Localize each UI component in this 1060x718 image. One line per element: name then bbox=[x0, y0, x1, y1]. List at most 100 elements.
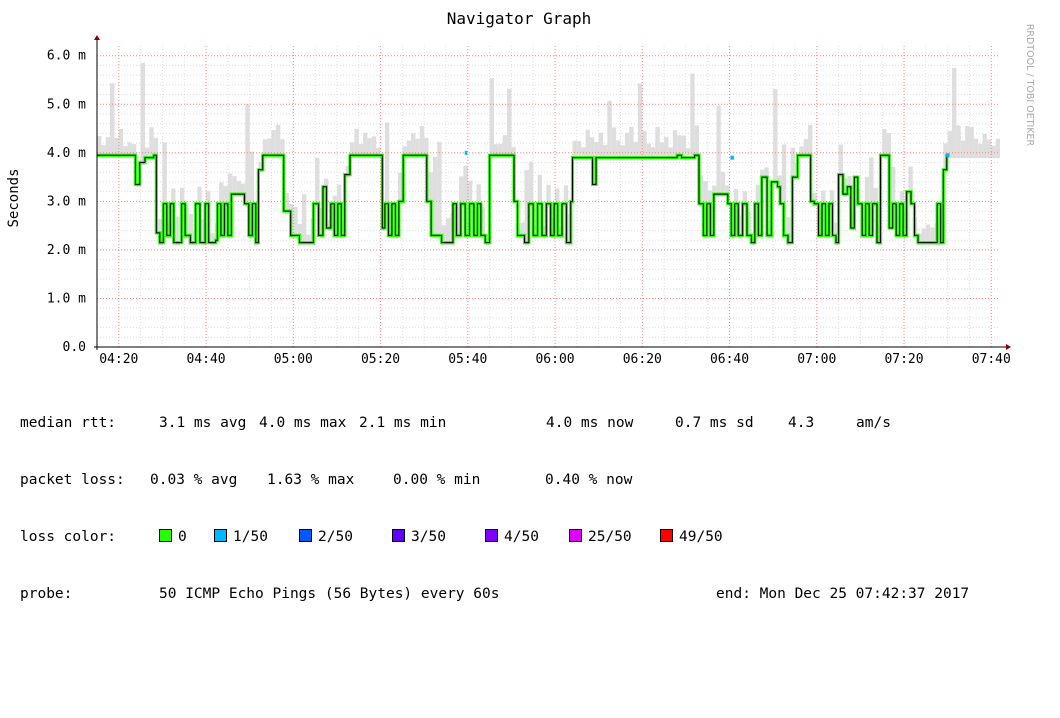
ping-smoke-bar bbox=[367, 138, 372, 159]
ping-smoke-bar bbox=[720, 171, 726, 197]
probe-label: probe: bbox=[20, 586, 73, 602]
ping-smoke-bar bbox=[603, 144, 608, 161]
smoke-layer bbox=[97, 62, 1000, 246]
ping-smoke-bar bbox=[249, 151, 255, 239]
ping-smoke-bar bbox=[149, 127, 154, 161]
ping-smoke-bar bbox=[210, 233, 215, 246]
ping-smoke-bar bbox=[206, 191, 211, 207]
ping-smoke-bar bbox=[908, 166, 913, 195]
loss-color-text: 1/50 bbox=[233, 529, 268, 545]
ping-smoke-bar bbox=[293, 206, 298, 239]
rrdtool-credit: RRDTOOL / TOBI OETIKER bbox=[1024, 24, 1035, 147]
loss-1-50-marker bbox=[946, 153, 950, 158]
ping-smoke-bar bbox=[821, 190, 826, 207]
ping-smoke-bar bbox=[930, 227, 935, 246]
ping-smoke-bar bbox=[803, 138, 809, 159]
ping-smoke-bar bbox=[982, 134, 987, 159]
ping-smoke-bar bbox=[664, 136, 669, 161]
ping-smoke-bar bbox=[354, 128, 359, 159]
median-rtt-row: median rtt: 3.1 ms avg 4.0 ms max 2.1 ms… bbox=[20, 414, 891, 433]
x-tick-label: 06:00 bbox=[535, 352, 574, 367]
ping-smoke-bar bbox=[995, 138, 1000, 159]
ping-smoke-bar bbox=[572, 140, 577, 161]
ping-smoke-bar bbox=[463, 165, 468, 239]
x-axis-arrow bbox=[1006, 344, 1011, 350]
ping-smoke-bar bbox=[424, 137, 429, 159]
ping-smoke-bar bbox=[659, 142, 665, 161]
ping-smoke-bar bbox=[581, 147, 586, 161]
ping-smoke-bar bbox=[773, 89, 778, 185]
ping-smoke-bar bbox=[476, 184, 481, 207]
rtt-avg: 3.1 ms avg bbox=[159, 415, 247, 431]
ping-smoke-bar bbox=[555, 188, 560, 207]
ping-smoke-bar bbox=[969, 126, 974, 159]
ping-smoke-bar bbox=[236, 181, 241, 197]
y-tick-label: 0.0 bbox=[63, 340, 86, 355]
loss-color-item: 25/50 bbox=[569, 528, 632, 547]
ping-smoke-bar bbox=[267, 138, 272, 159]
ping-smoke-bar bbox=[655, 127, 660, 161]
ping-smoke-bar bbox=[507, 88, 512, 159]
y-tick-label: 6.0 m bbox=[47, 49, 86, 64]
ping-smoke-bar bbox=[502, 135, 508, 159]
ping-smoke-bar bbox=[746, 212, 752, 239]
x-tick-label: 07:00 bbox=[797, 352, 836, 367]
ping-smoke-bar bbox=[991, 145, 996, 159]
ping-smoke-bar bbox=[127, 142, 132, 159]
ping-smoke-bar bbox=[280, 139, 285, 159]
ping-smoke-bar bbox=[511, 147, 516, 159]
y-tick-label: 5.0 m bbox=[47, 97, 86, 112]
ping-smoke-bar bbox=[986, 139, 992, 159]
x-tick-label: 05:40 bbox=[448, 352, 487, 367]
ping-smoke-bar bbox=[284, 193, 289, 214]
loss-color-item: 0 bbox=[159, 528, 187, 547]
ping-smoke-bar bbox=[306, 234, 311, 246]
ping-smoke-bar bbox=[629, 126, 634, 161]
ping-smoke-bar bbox=[162, 142, 167, 207]
ping-smoke-bar bbox=[616, 140, 621, 161]
ping-smoke-bar bbox=[699, 175, 704, 207]
ping-smoke-bar bbox=[371, 136, 377, 159]
ping-smoke-bar bbox=[786, 217, 791, 246]
ping-smoke-bar bbox=[873, 187, 878, 207]
ping-smoke-bar bbox=[441, 225, 446, 246]
ping-smoke-bar bbox=[445, 218, 451, 246]
chart-title: Navigator Graph bbox=[447, 9, 592, 28]
loss-color-swatch bbox=[214, 529, 227, 542]
loss-color-swatch bbox=[485, 529, 498, 542]
ping-smoke-bar bbox=[533, 219, 538, 239]
ping-smoke-bar bbox=[110, 83, 115, 159]
ping-smoke-bar bbox=[528, 161, 534, 207]
rtt-max: 4.0 ms max bbox=[259, 415, 347, 431]
ping-smoke-bar bbox=[350, 142, 355, 159]
loss-color-item: 2/50 bbox=[299, 528, 353, 547]
ping-smoke-bar bbox=[777, 175, 782, 190]
ping-smoke-bar bbox=[899, 191, 905, 207]
y-axis-arrow bbox=[94, 35, 100, 40]
ping-smoke-bar bbox=[402, 146, 407, 159]
ping-smoke-bar bbox=[847, 176, 852, 190]
ping-smoke-bar bbox=[376, 147, 381, 159]
ping-smoke-bar bbox=[576, 140, 582, 161]
ping-smoke-bar bbox=[302, 194, 307, 246]
ping-smoke-bar bbox=[563, 185, 569, 207]
ping-smoke-bar bbox=[245, 104, 250, 207]
x-tick-label: 06:40 bbox=[710, 352, 749, 367]
loss-color-text: 3/50 bbox=[411, 529, 446, 545]
ping-smoke-bar bbox=[537, 174, 542, 207]
y-axis-label: Seconds bbox=[6, 168, 22, 227]
ping-smoke-bar bbox=[808, 124, 813, 159]
ping-smoke-bar bbox=[637, 83, 643, 161]
ping-smoke-bar bbox=[520, 222, 525, 239]
ping-smoke-bar bbox=[882, 128, 887, 159]
loss-color-row: loss color: 0 1/50 2/50 3/50 4/50 25/50 … bbox=[20, 528, 723, 547]
ping-smoke-bar bbox=[275, 124, 281, 159]
stats-panel: median rtt: 3.1 ms avg 4.0 ms max 2.1 ms… bbox=[20, 376, 969, 623]
loss-color-text: 49/50 bbox=[679, 529, 723, 545]
loss-color-swatch bbox=[159, 529, 172, 542]
ping-smoke-bar bbox=[864, 176, 870, 207]
ping-smoke-bar bbox=[677, 135, 682, 159]
x-tick-label: 07:20 bbox=[884, 352, 923, 367]
ping-smoke-bar bbox=[672, 130, 678, 161]
ping-smoke-bar bbox=[411, 133, 416, 159]
